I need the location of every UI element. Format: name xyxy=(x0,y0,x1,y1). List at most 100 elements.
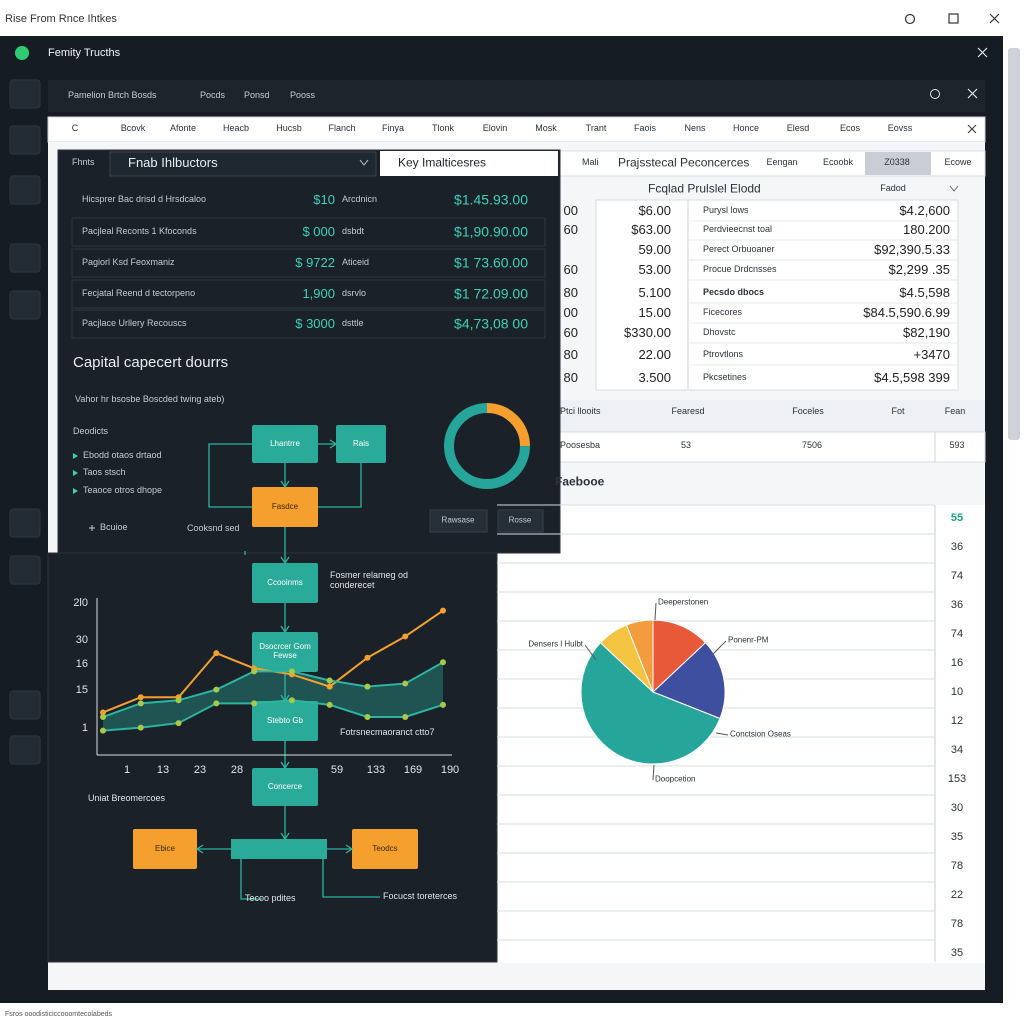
flow-node-label: Dsocrcer Gom Fewse xyxy=(259,642,311,660)
sidebar-icon[interactable] xyxy=(9,690,41,720)
toolbar xyxy=(48,80,985,112)
line-point xyxy=(402,633,409,640)
line-series xyxy=(102,699,444,732)
table-cell: $6.00 xyxy=(638,202,671,218)
line-point xyxy=(100,714,106,720)
section-heading: Deodicts xyxy=(73,426,109,437)
panel-value: 36 xyxy=(950,598,964,611)
sidebar-icon[interactable] xyxy=(9,175,41,205)
card-title: Key Imalticesres xyxy=(398,155,487,170)
maximize-button[interactable] xyxy=(948,13,959,24)
leader-line xyxy=(584,644,597,661)
panel-title: Faebooe xyxy=(555,474,605,489)
pie-slice xyxy=(652,619,707,694)
flow-node-label: Teodcs xyxy=(372,843,398,853)
tab: Finya xyxy=(381,123,405,134)
line-point xyxy=(137,700,144,707)
tab-close[interactable] xyxy=(967,124,977,134)
kpi-amount: $1 72.09.00 xyxy=(454,285,528,302)
panel-value: 34 xyxy=(950,743,964,756)
table-cell: Ficecores xyxy=(703,307,743,318)
line-point xyxy=(213,700,220,707)
line-point xyxy=(137,694,144,701)
panel-value: 74 xyxy=(950,627,964,640)
tab: Trant xyxy=(585,123,607,134)
section-subtitle: Vahor hr bsosbe Boscded twing ateb) xyxy=(75,394,225,405)
line-point xyxy=(100,709,106,716)
table-cell: $4.5,598 399 xyxy=(874,369,950,385)
kpi-value: 1,900 xyxy=(302,285,335,301)
flow-node xyxy=(252,632,318,672)
donut-segment xyxy=(444,403,530,489)
tab: Nens xyxy=(684,123,706,134)
table-header-cell: Prajsstecal Peconcerces xyxy=(618,155,750,170)
toolbar-icon[interactable] xyxy=(930,89,940,99)
row-index: 60 xyxy=(563,261,578,277)
kpi-amount: $1.45.93.00 xyxy=(454,191,528,208)
flow-node-label: Ebice xyxy=(154,843,175,853)
x-tick-label: 28 xyxy=(230,763,244,776)
scrollbar[interactable] xyxy=(1008,48,1020,440)
tab: Eovss xyxy=(887,123,913,134)
summary-header-cell: Foceles xyxy=(792,406,824,417)
button[interactable] xyxy=(497,509,544,533)
leader-line xyxy=(652,764,655,781)
panel-value: 35 xyxy=(950,830,964,843)
kpi-label: Fecjatal Reend d tectorpeno xyxy=(82,288,196,299)
sidebar-icon[interactable] xyxy=(9,555,41,585)
table-cell: 53.00 xyxy=(638,261,671,277)
table-header-cell: Ecoobk xyxy=(822,157,854,168)
flow-node-label: Concerce xyxy=(267,781,303,791)
flow-node xyxy=(252,425,318,463)
line-chart-axes xyxy=(96,598,452,756)
line-point xyxy=(364,714,371,720)
tab: Elesd xyxy=(786,123,810,134)
sidebar-icon[interactable] xyxy=(9,79,41,109)
summary-header-cell: Fean xyxy=(944,406,966,417)
panel-value: 55 xyxy=(950,511,964,524)
sidebar-icon[interactable] xyxy=(9,508,41,538)
sort-icon xyxy=(949,185,959,192)
kpi-label: Pagiorl Ksd Feoxmaniz xyxy=(82,257,175,268)
sidebar-icon[interactable] xyxy=(9,290,41,320)
app-close[interactable] xyxy=(977,47,988,58)
tab: Hucsb xyxy=(276,123,302,134)
arrow-head xyxy=(280,832,290,841)
bullet xyxy=(73,488,78,494)
leader-line xyxy=(715,732,729,736)
minimize-button[interactable] xyxy=(904,13,916,25)
table-cell: Ptrovtlons xyxy=(703,349,744,360)
tab: Elovin xyxy=(482,123,508,134)
line-point xyxy=(288,697,295,704)
table-subheader: Fadod xyxy=(880,183,906,194)
flow-node-label: Fasdce xyxy=(271,501,299,511)
connector xyxy=(240,859,262,900)
button[interactable] xyxy=(429,509,488,533)
line-point xyxy=(137,724,144,731)
table-cell: $92,390.5.33 xyxy=(874,241,950,257)
sidebar-icon[interactable] xyxy=(9,243,41,273)
table-cell: $82,190 xyxy=(903,324,950,340)
panel-value: 153 xyxy=(947,772,967,785)
tab: Mosk xyxy=(535,123,557,134)
filter-label: Fhnts xyxy=(72,157,95,168)
table-header-cell: Ecowe xyxy=(944,157,972,168)
x-tick-label: 190 xyxy=(440,763,460,776)
close-button[interactable] xyxy=(989,13,1000,24)
status-text: Fsros ooodisticiccooomtecolabeds xyxy=(5,1011,112,1019)
arrow-head xyxy=(195,844,204,854)
panel-value: 16 xyxy=(950,656,964,669)
table-cell: $63.00 xyxy=(631,221,671,237)
table-cell: 59.00 xyxy=(638,241,671,257)
toolbar-close[interactable] xyxy=(967,88,978,99)
sidebar-icon[interactable] xyxy=(9,125,41,155)
row-index: 80 xyxy=(563,284,578,300)
dropdown[interactable] xyxy=(109,151,377,177)
table-cell: Pecsdo dbocs xyxy=(703,287,765,298)
bullet-text: Ebodd otaos drtaod xyxy=(83,450,162,461)
sidebar-icon[interactable] xyxy=(9,735,41,765)
y-tick-label: 15 xyxy=(75,683,88,696)
table-cell: Perdvieecnst toal xyxy=(703,224,773,235)
arrow-head xyxy=(280,761,290,770)
